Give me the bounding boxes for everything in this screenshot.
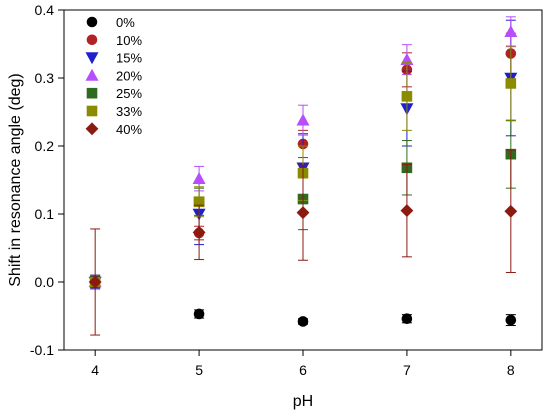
- data-point: [400, 204, 414, 218]
- legend-marker: [85, 122, 99, 136]
- x-tick-label: 4: [91, 362, 99, 378]
- y-tick-label: -0.1: [30, 342, 54, 358]
- series-layer: [88, 16, 518, 336]
- y-tick-label: 0.2: [35, 138, 55, 154]
- legend-label: 40%: [116, 122, 142, 137]
- legend-label: 0%: [116, 15, 135, 30]
- legend-marker: [86, 16, 98, 28]
- data-point: [88, 275, 102, 289]
- data-point: [192, 172, 206, 184]
- data-point: [296, 113, 310, 126]
- data-point: [505, 78, 517, 89]
- x-tick-label: 5: [195, 362, 203, 378]
- x-tick-label: 6: [299, 362, 307, 378]
- data-point: [192, 225, 206, 239]
- y-tick-label: 0.0: [35, 274, 55, 290]
- data-point: [297, 316, 309, 327]
- x-tick-label: 8: [507, 362, 515, 378]
- y-tick-label: 0.1: [35, 206, 55, 222]
- x-tick-label: 7: [403, 362, 411, 378]
- series-40pct: [88, 149, 518, 336]
- data-point: [505, 314, 517, 326]
- tick-layer: 4 5 6 7 8 -0.1 0.0 0.1 0.2 0.3 0.4: [30, 2, 515, 378]
- y-tick-label: 0.4: [35, 2, 55, 18]
- legend-marker: [86, 34, 98, 46]
- y-tick-label: 0.3: [35, 70, 55, 86]
- y-axis-label: Shift in resonance angle (deg): [7, 73, 24, 286]
- legend-label: 15%: [116, 51, 142, 66]
- legend-label: 10%: [116, 33, 142, 48]
- legend: 0% 10% 15% 20% 25% 33% 40%: [85, 15, 142, 137]
- data-point: [296, 206, 310, 220]
- data-point: [401, 313, 413, 325]
- data-point: [193, 308, 205, 320]
- legend-marker: [86, 105, 98, 117]
- series-0pct: [89, 276, 517, 327]
- legend-marker: [85, 52, 99, 65]
- data-point: [504, 204, 518, 218]
- legend-label: 25%: [116, 86, 142, 101]
- legend-label: 20%: [116, 68, 142, 83]
- legend-marker: [86, 87, 98, 99]
- data-point: [504, 25, 518, 38]
- x-axis-label: pH: [293, 393, 313, 410]
- data-point: [401, 91, 413, 102]
- legend-marker: [85, 68, 99, 81]
- legend-label: 33%: [116, 104, 142, 119]
